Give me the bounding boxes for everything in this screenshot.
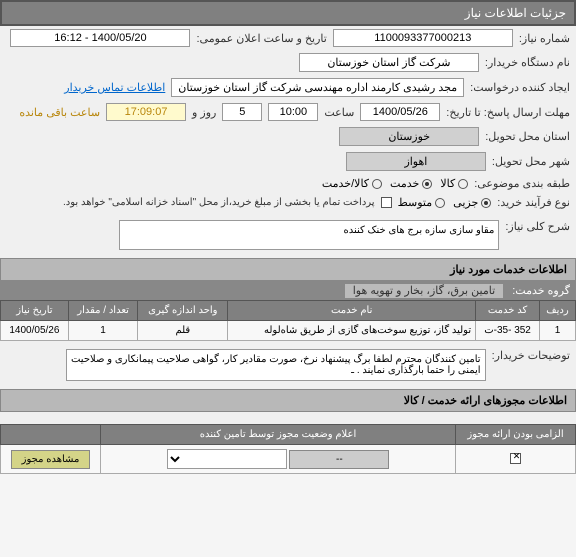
table-header-row: ردیف کد خدمت نام خدمت واحد اندازه گیری ت…: [1, 301, 576, 321]
remaining-label: ساعت باقی مانده: [19, 106, 100, 119]
row-buyer-notes: توضیحات خریدار: تامین کنندگان محترم لطفا…: [0, 341, 576, 389]
buyer-notes-value: تامین کنندگان محترم لطفا برگ پیشنهاد نرخ…: [66, 349, 486, 381]
announce-date-label: تاریخ و ساعت اعلان عمومی:: [196, 32, 326, 45]
radio-both[interactable]: کالا/خدمت: [322, 177, 382, 190]
need-number-label: شماره نیاز:: [519, 32, 570, 45]
deadline-hour: 10:00: [268, 103, 318, 121]
days-label: روز و: [192, 106, 216, 119]
process-label: نوع فرآیند خرید:: [497, 196, 570, 209]
status-dash: --: [289, 450, 389, 469]
radio-dot-icon: [435, 198, 445, 208]
radio-dot-icon: [481, 198, 491, 208]
radio-dot-icon: [458, 179, 468, 189]
process-radio-group: جزیی متوسط: [398, 196, 492, 209]
radio-service-label: خدمت: [390, 177, 419, 190]
services-section-title: اطلاعات خدمات مورد نیاز: [0, 258, 576, 281]
announce-date-value: 1400/05/20 - 16:12: [10, 29, 190, 47]
remaining-time: 17:09:07: [106, 103, 186, 121]
hour-label: ساعت: [324, 106, 354, 119]
city-label: شهر محل تحویل:: [492, 155, 570, 168]
cell-action: مشاهده مجوز: [1, 445, 101, 474]
th-mandatory: الزامی بودن ارائه مجوز: [456, 425, 576, 445]
radio-goods-label: کالا: [440, 177, 455, 190]
cell-unit: قلم: [138, 321, 228, 341]
th-code: کد خدمت: [476, 301, 540, 321]
days-count: 5: [222, 103, 262, 121]
city-value: اهواز: [346, 152, 486, 171]
radio-partial[interactable]: جزیی: [453, 196, 491, 209]
row-category: طبقه بندی موضوعی: کالا خدمت کالا/خدمت: [0, 174, 576, 193]
row-city: شهر محل تحویل: اهواز: [0, 149, 576, 174]
row-buyer: نام دستگاه خریدار: شرکت گاز استان خوزستا…: [0, 50, 576, 75]
th-unit: واحد اندازه گیری: [138, 301, 228, 321]
th-status: اعلام وضعیت مجوز توسط تامین کننده: [101, 425, 456, 445]
row-process: نوع فرآیند خرید: جزیی متوسط پرداخت تمام …: [0, 193, 576, 212]
header-title: جزئیات اطلاعات نیاز: [465, 6, 566, 20]
permits-header-row: الزامی بودن ارائه مجوز اعلام وضعیت مجوز …: [1, 425, 576, 445]
deadline-label: مهلت ارسال پاسخ: تا تاریخ:: [446, 106, 570, 119]
radio-both-label: کالا/خدمت: [322, 177, 369, 190]
page-header: جزئیات اطلاعات نیاز: [0, 0, 576, 26]
spacer: [0, 412, 576, 424]
radio-dot-icon: [422, 179, 432, 189]
row-deadline: مهلت ارسال پاسخ: تا تاریخ: 1400/05/26 سا…: [0, 100, 576, 124]
permits-section-title: اطلاعات مجوزهای ارائه خدمت / کالا: [0, 389, 576, 412]
radio-goods[interactable]: کالا: [440, 177, 468, 190]
buyer-name-value: شرکت گاز استان خوزستان: [299, 53, 479, 72]
services-group-value: تامین برق، گاز، بخار و تهویه هوا: [345, 284, 503, 298]
deadline-date: 1400/05/26: [360, 103, 440, 121]
th-qty: تعداد / مقدار: [68, 301, 138, 321]
cell-date: 1400/05/26: [1, 321, 69, 341]
requester-label: ایجاد کننده درخواست:: [470, 81, 570, 94]
process-checkbox[interactable]: [381, 197, 392, 208]
radio-medium[interactable]: متوسط: [398, 196, 446, 209]
radio-partial-label: جزیی: [453, 196, 478, 209]
radio-dot-icon: [372, 179, 382, 189]
mandatory-checkbox-icon: [510, 453, 521, 464]
row-services-group: گروه خدمت: تامین برق، گاز، بخار و تهویه …: [0, 281, 576, 300]
requester-value: مجد رشیدی کارمند اداره مهندسی شرکت گاز ا…: [171, 78, 464, 97]
th-row: ردیف: [539, 301, 575, 321]
contact-link[interactable]: اطلاعات تماس خریدار: [64, 81, 165, 94]
th-empty: [1, 425, 101, 445]
services-group-label: گروه خدمت:: [512, 285, 570, 297]
cell-code: 352 -35-ت: [476, 321, 540, 341]
radio-medium-label: متوسط: [398, 196, 433, 209]
permits-row: -- مشاهده مجوز: [1, 445, 576, 474]
th-name: نام خدمت: [228, 301, 476, 321]
radio-service[interactable]: خدمت: [390, 177, 432, 190]
main-container: جزئیات اطلاعات نیاز شماره نیاز: 11000933…: [0, 0, 576, 474]
need-number-value: 1100093377000213: [333, 29, 513, 47]
category-label: طبقه بندی موضوعی:: [474, 177, 570, 190]
buyer-name-label: نام دستگاه خریدار:: [485, 56, 570, 69]
row-requester: ایجاد کننده درخواست: مجد رشیدی کارمند اد…: [0, 75, 576, 100]
services-table: ردیف کد خدمت نام خدمت واحد اندازه گیری ت…: [0, 300, 576, 341]
row-main-desc: شرح کلی نیاز: مقاو سازی سازه برج های خنک…: [0, 212, 576, 258]
view-permit-button[interactable]: مشاهده مجوز: [11, 450, 91, 469]
cell-qty: 1: [68, 321, 138, 341]
province-value: خوزستان: [339, 127, 479, 146]
status-select[interactable]: [167, 449, 287, 469]
main-desc-value: مقاو سازی سازه برج های خنک کننده: [119, 220, 499, 250]
cell-row: 1: [539, 321, 575, 341]
main-desc-label: شرح کلی نیاز:: [505, 220, 570, 233]
cell-mandatory: [456, 445, 576, 474]
cell-status: --: [101, 445, 456, 474]
cell-name: تولید گاز، توزیع سوخت‌های گازی از طریق ش…: [228, 321, 476, 341]
province-label: استان محل تحویل:: [485, 130, 570, 143]
permits-table: الزامی بودن ارائه مجوز اعلام وضعیت مجوز …: [0, 424, 576, 474]
category-radio-group: کالا خدمت کالا/خدمت: [322, 177, 468, 190]
th-date: تاریخ نیاز: [1, 301, 69, 321]
process-note: پرداخت تمام یا بخشی از مبلغ خرید،از محل …: [63, 197, 375, 208]
table-row: 1 352 -35-ت تولید گاز، توزیع سوخت‌های گا…: [1, 321, 576, 341]
row-need-number: شماره نیاز: 1100093377000213 تاریخ و ساع…: [0, 26, 576, 50]
row-province: استان محل تحویل: خوزستان: [0, 124, 576, 149]
buyer-notes-label: توضیحات خریدار:: [492, 349, 570, 362]
